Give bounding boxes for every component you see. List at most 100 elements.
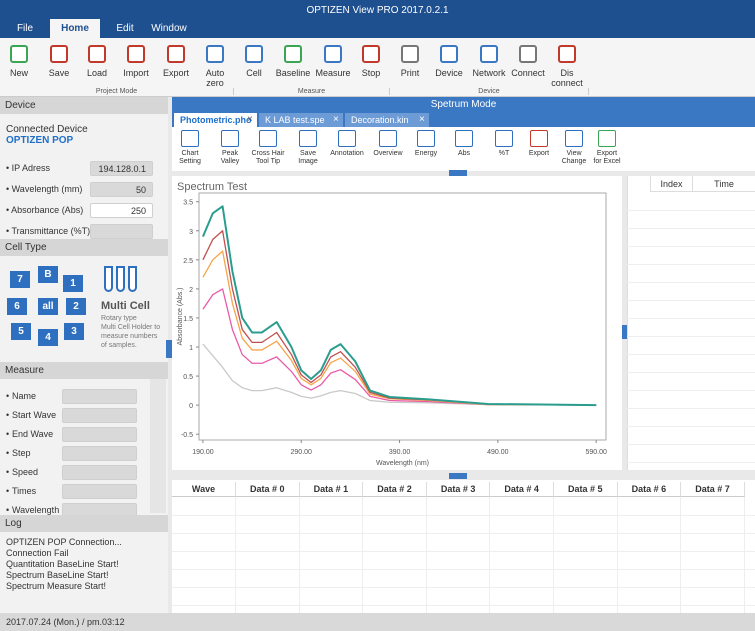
- tab[interactable]: K LAB test.spe: [259, 113, 343, 127]
- tool-label[interactable]: Cross Hair Tool Tip: [251, 150, 285, 165]
- tool-icon[interactable]: [495, 130, 513, 147]
- cell-button[interactable]: 3: [64, 323, 84, 340]
- ribbon-button-label[interactable]: Import: [123, 68, 149, 78]
- tab[interactable]: Photometric.pho: [174, 113, 257, 127]
- splitter-handle[interactable]: [166, 340, 172, 358]
- cell-button[interactable]: B: [38, 266, 58, 283]
- tool-icon[interactable]: [259, 130, 277, 147]
- tool-label[interactable]: Peak Valley: [220, 150, 240, 165]
- ribbon-icon[interactable]: [245, 45, 263, 63]
- ribbon-button-label[interactable]: Stop: [361, 68, 381, 78]
- tool-icon[interactable]: [565, 130, 583, 147]
- grid-row: [627, 210, 755, 211]
- ribbon-button-label[interactable]: Print: [400, 68, 420, 78]
- tool-label[interactable]: Save Image: [298, 150, 318, 165]
- ribbon-button-label[interactable]: Measure: [315, 68, 351, 78]
- tool-icon[interactable]: [181, 130, 199, 147]
- cell-button[interactable]: 1: [63, 275, 83, 292]
- tool-label[interactable]: Overview: [373, 150, 403, 157]
- field-label: • Wavelength (mm): [6, 184, 83, 194]
- tool-icon[interactable]: [299, 130, 317, 147]
- ribbon-button-label[interactable]: Cell: [246, 68, 262, 78]
- ribbon-button-label[interactable]: Save: [48, 68, 70, 78]
- grid-row: [627, 408, 755, 409]
- field-box[interactable]: [62, 427, 137, 442]
- ribbon-icon[interactable]: [440, 45, 458, 63]
- tool-icon[interactable]: [598, 130, 616, 147]
- menu-item[interactable]: Edit: [116, 23, 134, 34]
- tool-icon[interactable]: [338, 130, 356, 147]
- field-box[interactable]: [62, 408, 137, 423]
- tool-label[interactable]: View Change: [561, 150, 587, 165]
- cell-button[interactable]: 7: [10, 271, 30, 288]
- cell-button[interactable]: 4: [38, 329, 58, 346]
- x-axis-label: Wavelength (nm): [376, 460, 429, 467]
- tool-label[interactable]: Energy: [414, 150, 438, 157]
- log-line: Quantitation BaseLine Start!: [6, 559, 119, 569]
- x-tick-label: 290.00: [291, 449, 313, 456]
- ribbon-icon[interactable]: [480, 45, 498, 63]
- grid-row: [627, 354, 755, 355]
- ribbon-icon[interactable]: [401, 45, 419, 63]
- ribbon-button-label[interactable]: Auto zero: [205, 68, 225, 88]
- tool-label[interactable]: Export for Excel: [593, 150, 621, 165]
- field-box[interactable]: [62, 484, 137, 499]
- ribbon-icon[interactable]: [362, 45, 380, 63]
- menu-item[interactable]: File: [16, 23, 34, 34]
- log-line: Spectrum Measure Start!: [6, 581, 107, 591]
- ribbon-icon[interactable]: [284, 45, 302, 63]
- ribbon-button-label[interactable]: Device: [435, 68, 463, 78]
- ribbon-icon[interactable]: [519, 45, 537, 63]
- cell-icon: [116, 266, 125, 292]
- ribbon-icon[interactable]: [558, 45, 576, 63]
- field-label: Times: [12, 486, 37, 496]
- cell-button[interactable]: 2: [66, 298, 86, 315]
- ribbon-button-label[interactable]: Baseline: [275, 68, 311, 78]
- ribbon-icon[interactable]: [10, 45, 28, 63]
- ribbon-icon[interactable]: [88, 45, 106, 63]
- cell-button[interactable]: all: [38, 298, 58, 315]
- field-label: •: [6, 486, 10, 496]
- menu-item[interactable]: Window: [151, 23, 187, 34]
- splitter-handle[interactable]: [449, 473, 467, 479]
- column-line: [235, 497, 236, 613]
- ribbon-button-label[interactable]: Dis connect: [551, 68, 583, 88]
- splitter-handle[interactable]: [622, 325, 627, 339]
- ribbon-button-label[interactable]: Connect: [511, 68, 545, 78]
- tool-icon[interactable]: [417, 130, 435, 147]
- tool-label[interactable]: %T: [498, 150, 510, 157]
- grid-row: [627, 228, 755, 229]
- menu-item[interactable]: Home: [50, 19, 100, 38]
- ribbon-button-label[interactable]: Network: [472, 68, 506, 78]
- ribbon-button-label[interactable]: Load: [86, 68, 108, 78]
- ribbon-button-label[interactable]: Export: [162, 68, 189, 78]
- section-header: Log: [0, 515, 168, 532]
- tool-label[interactable]: Export: [528, 150, 550, 157]
- chart-toolbar: [172, 127, 755, 171]
- ribbon-icon[interactable]: [50, 45, 68, 63]
- ribbon-icon[interactable]: [127, 45, 145, 63]
- tool-icon[interactable]: [455, 130, 473, 147]
- cell-button[interactable]: 5: [11, 323, 31, 340]
- tool-label[interactable]: Chart Setting: [179, 150, 201, 165]
- ribbon-icon[interactable]: [167, 45, 185, 63]
- field-box[interactable]: [62, 389, 137, 404]
- tool-icon[interactable]: [530, 130, 548, 147]
- tab[interactable]: Decoration.kin: [345, 113, 429, 127]
- tool-icon[interactable]: [221, 130, 239, 147]
- field-box[interactable]: [62, 465, 137, 480]
- ribbon-icon[interactable]: [206, 45, 224, 63]
- ribbon-icon[interactable]: [324, 45, 342, 63]
- field-box[interactable]: 250: [90, 203, 153, 218]
- grid-row: [627, 300, 755, 301]
- field-box[interactable]: [62, 446, 137, 461]
- tool-icon[interactable]: [379, 130, 397, 147]
- tool-label[interactable]: Abs: [457, 150, 471, 157]
- ribbon-button-label[interactable]: New: [9, 68, 28, 78]
- tool-label[interactable]: Annotation: [330, 150, 364, 157]
- splitter-handle[interactable]: [449, 170, 467, 176]
- title-bar: [0, 0, 755, 38]
- cell-button[interactable]: 6: [7, 298, 27, 315]
- chart-title: Spectrum Test: [177, 181, 247, 193]
- field-label: • Absorbance (Abs): [6, 205, 84, 215]
